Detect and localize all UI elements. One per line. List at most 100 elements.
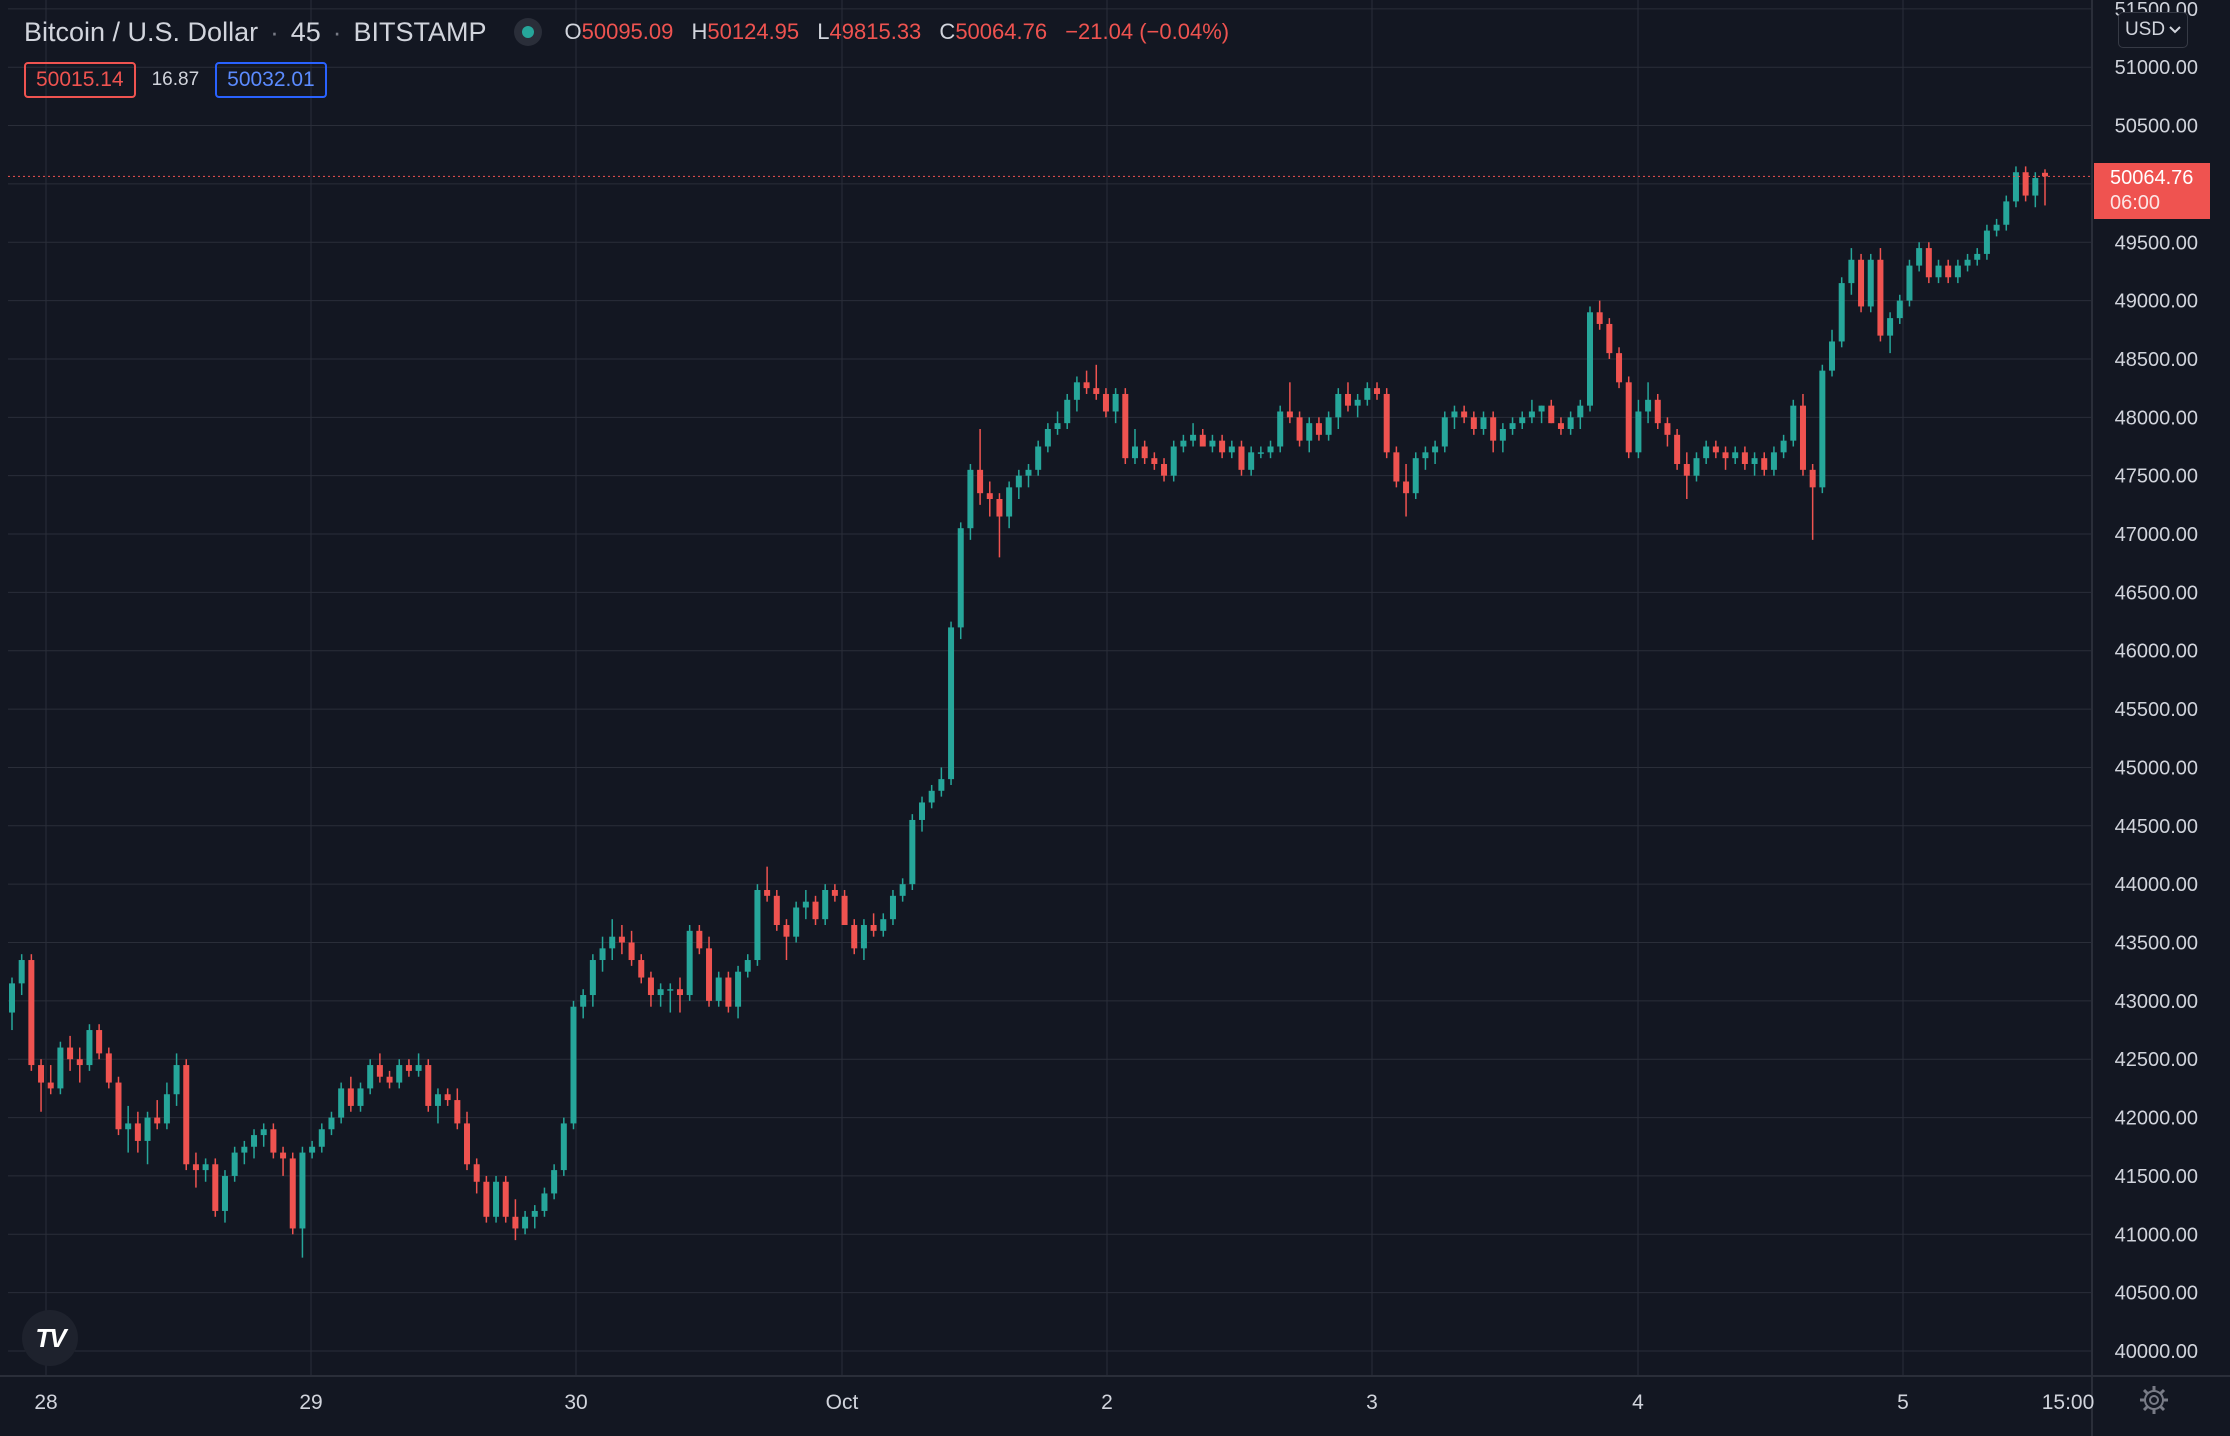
- candle-body: [86, 1030, 93, 1066]
- candle: [1383, 388, 1390, 459]
- candle-body: [764, 889, 771, 896]
- candle: [1925, 242, 1932, 284]
- candle: [783, 919, 790, 961]
- candle: [1364, 382, 1371, 406]
- candle-body: [1790, 405, 1797, 441]
- candle: [318, 1123, 325, 1153]
- y-tick-label: 49000.00: [2115, 291, 2198, 313]
- candle-body: [1335, 393, 1342, 418]
- y-tick-label: 42500.00: [2115, 1049, 2198, 1071]
- interval-label: 45: [290, 16, 321, 47]
- candle-body: [1712, 446, 1719, 453]
- candle-body: [280, 1152, 287, 1159]
- candle-body: [1267, 446, 1274, 453]
- candle-body: [889, 895, 896, 920]
- candle-body: [1499, 428, 1506, 441]
- candle-body: [812, 901, 819, 920]
- gear-icon[interactable]: [2138, 1384, 2170, 1416]
- candle-body: [1519, 417, 1526, 424]
- candle-body: [1838, 283, 1845, 342]
- candle: [386, 1070, 393, 1089]
- candle: [1528, 399, 1535, 424]
- candle-body: [589, 960, 596, 996]
- sell-price-button[interactable]: 50015.14: [24, 62, 136, 98]
- candle-body: [618, 936, 625, 943]
- candle: [938, 767, 945, 797]
- candle-body: [1887, 318, 1894, 336]
- candle: [899, 878, 906, 902]
- candle-body: [696, 930, 703, 949]
- candle-body: [1751, 458, 1758, 465]
- candle: [1935, 259, 1942, 284]
- candle-body: [318, 1129, 325, 1147]
- high-value: 50124.95: [707, 19, 800, 44]
- candle: [338, 1082, 345, 1124]
- candle: [1790, 399, 1797, 447]
- candle: [802, 889, 809, 920]
- candle: [1625, 376, 1632, 459]
- candle-body: [938, 779, 945, 791]
- candle: [2041, 169, 2049, 206]
- candle-body: [870, 925, 877, 931]
- candle-body: [957, 528, 964, 628]
- candle-body: [1480, 417, 1487, 429]
- candle-body: [783, 925, 790, 937]
- candle-body: [1809, 469, 1816, 488]
- candle-body: [1025, 469, 1032, 476]
- candle-body: [1422, 452, 1429, 459]
- candle: [231, 1146, 238, 1182]
- y-tick-label: 45000.00: [2115, 757, 2198, 779]
- candle: [1916, 242, 1923, 272]
- candle: [1248, 446, 1255, 476]
- tradingview-logo-icon[interactable]: TV: [22, 1310, 78, 1366]
- symbol-legend[interactable]: Bitcoin / U.S. Dollar · 45 · BITSTAMP O5…: [24, 14, 1241, 50]
- candle-body: [231, 1152, 238, 1176]
- bar-countdown: 06:00: [2110, 192, 2161, 214]
- candle: [1645, 382, 1652, 424]
- candle: [638, 954, 645, 984]
- candle-body: [154, 1117, 161, 1124]
- candle-body: [793, 907, 800, 937]
- candle-body: [357, 1088, 364, 1106]
- candle: [105, 1047, 112, 1089]
- candle: [580, 989, 587, 1019]
- currency-dropdown[interactable]: USD: [2118, 12, 2188, 48]
- candle-body: [1393, 452, 1400, 482]
- candle-body: [1780, 440, 1787, 453]
- y-tick-label: 49500.00: [2115, 232, 2198, 254]
- candle: [512, 1199, 519, 1241]
- candle: [1906, 259, 1913, 307]
- candle: [357, 1082, 364, 1112]
- candle-body: [860, 925, 867, 949]
- candle: [919, 796, 926, 832]
- candle: [1054, 411, 1061, 435]
- candle-body: [38, 1065, 45, 1083]
- candle: [560, 1117, 567, 1176]
- candle-body: [1945, 265, 1952, 278]
- candle-body: [967, 469, 974, 529]
- candle: [1761, 452, 1768, 476]
- candle-body: [299, 1152, 306, 1229]
- buy-price-button[interactable]: 50032.01: [215, 62, 327, 98]
- candle-body: [657, 989, 664, 996]
- candle-body: [1228, 446, 1235, 453]
- candle-body: [1848, 259, 1855, 284]
- candle-body: [1664, 423, 1671, 435]
- candle: [1315, 417, 1322, 441]
- candle-body: [1306, 423, 1313, 441]
- candle: [173, 1053, 180, 1106]
- candle-body: [1054, 423, 1061, 429]
- candle-body: [328, 1117, 335, 1130]
- candle-body: [1674, 434, 1681, 465]
- candle: [1693, 452, 1700, 482]
- candle-body: [1083, 382, 1090, 389]
- candle: [1664, 417, 1671, 447]
- candle: [1741, 446, 1748, 470]
- candle: [1006, 481, 1013, 529]
- candle: [1538, 405, 1545, 424]
- candle-body: [47, 1082, 54, 1089]
- candle-body: [667, 989, 674, 991]
- candle-body: [464, 1123, 471, 1165]
- candle: [1838, 277, 1845, 348]
